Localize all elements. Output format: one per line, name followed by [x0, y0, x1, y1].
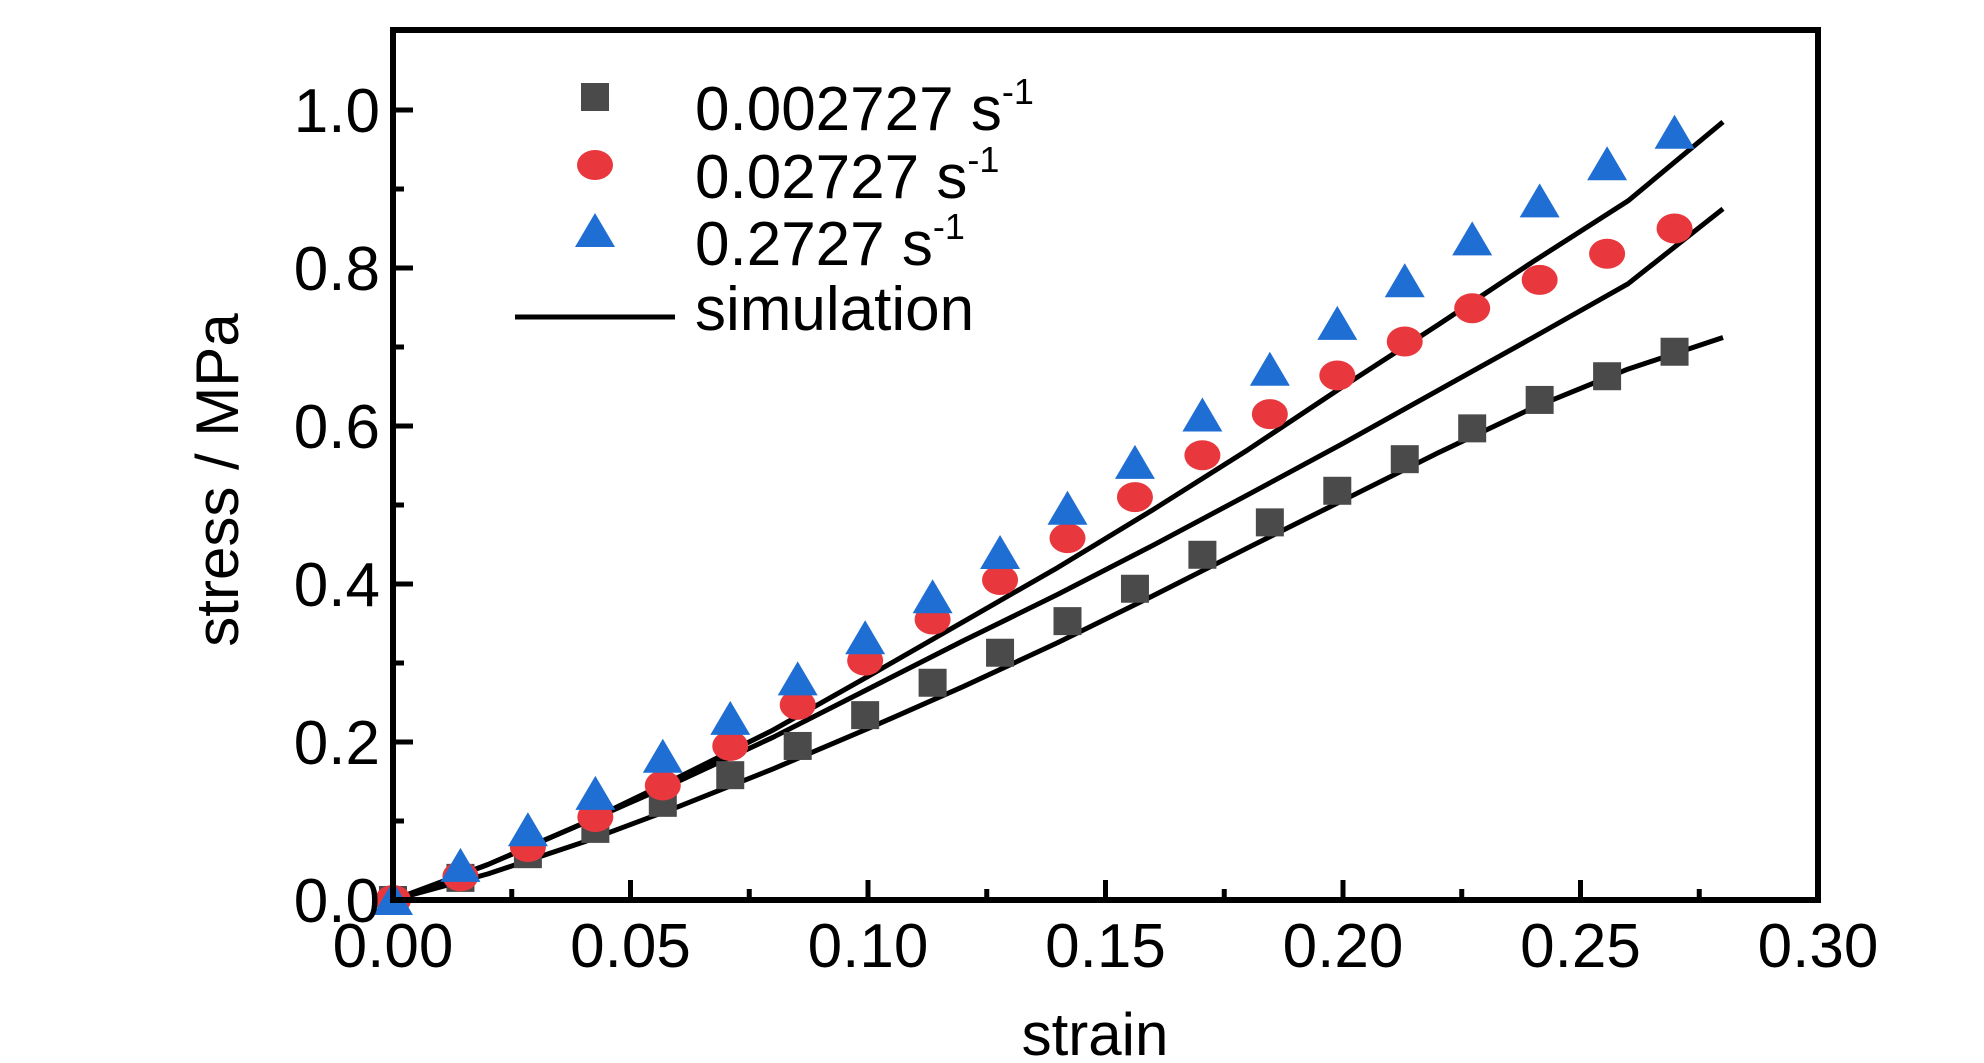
x-tick-label: 0.15: [1045, 912, 1166, 981]
data-point-square: [1053, 607, 1082, 636]
data-point-square: [1188, 540, 1217, 569]
data-point-circle: [779, 689, 816, 720]
y-tick-label: 1.0: [294, 77, 380, 146]
data-point-circle: [1184, 440, 1221, 471]
data-point-square: [1593, 362, 1622, 391]
data-point-triangle: [440, 847, 481, 882]
y-tick-label: 0.8: [294, 235, 380, 304]
data-point-triangle: [1452, 221, 1493, 256]
y-tick-label: 0.6: [294, 393, 380, 462]
data-point-circle: [712, 730, 749, 761]
y-axis-title: stress / MPa: [184, 313, 251, 647]
legend-label: 0.02727 s-1: [695, 139, 999, 212]
data-point-square: [1458, 414, 1487, 443]
data-point-triangle: [980, 534, 1021, 569]
y-tick-label: 0.2: [294, 709, 380, 778]
y-tick-label: 0.4: [294, 551, 380, 620]
data-point-square: [1255, 508, 1284, 537]
legend-label: simulation: [695, 275, 974, 344]
data-point-circle: [1386, 326, 1423, 357]
legend-label: 0.002727 s-1: [695, 71, 1034, 144]
data-point-triangle: [1654, 114, 1695, 149]
x-tick-label: 0.05: [570, 912, 691, 981]
data-point-triangle: [1384, 263, 1425, 298]
data-point-triangle: [1317, 305, 1358, 340]
data-point-square: [716, 761, 745, 790]
data-point-square: [986, 638, 1015, 667]
data-point-circle: [1521, 264, 1558, 295]
data-point-triangle: [1249, 351, 1290, 386]
legend-swatch-circle: [577, 150, 613, 180]
data-point-triangle: [777, 661, 818, 696]
legend: 0.002727 s-10.02727 s-10.2727 s-1simulat…: [515, 71, 1034, 344]
data-point-square: [1660, 337, 1689, 366]
data-point-circle: [644, 770, 681, 801]
data-point-circle: [1049, 523, 1086, 554]
data-markers: [373, 114, 1695, 915]
x-tick-label: 0.25: [1520, 912, 1641, 981]
x-axis-title: strain: [1022, 1001, 1169, 1063]
data-point-circle: [982, 565, 1019, 596]
y-tick-label: 0.0: [294, 867, 380, 936]
data-point-triangle: [507, 812, 548, 847]
data-point-square: [918, 668, 947, 697]
data-point-triangle: [1114, 444, 1155, 479]
data-point-square: [851, 701, 880, 730]
data-point-triangle: [1519, 183, 1560, 218]
data-point-square: [1390, 445, 1419, 474]
data-point-circle: [1656, 213, 1693, 244]
data-point-square: [1525, 385, 1554, 414]
x-tick-label: 0.30: [1758, 912, 1879, 981]
legend-label: 0.2727 s-1: [695, 206, 965, 279]
data-point-square: [783, 731, 812, 760]
data-point-triangle: [845, 620, 886, 655]
x-axis-ticks: 0.00 0.05 0.10 0.15 0.20 0.25 0.30: [333, 880, 1879, 981]
data-point-circle: [1319, 360, 1356, 391]
data-point-triangle: [1587, 146, 1628, 181]
data-point-circle: [1454, 293, 1491, 324]
data-point-triangle: [575, 775, 616, 810]
y-axis-ticks: 0.0 0.2 0.4 0.6 0.8 1.0: [294, 77, 413, 936]
simulation-curve: [392, 335, 1724, 903]
data-point-square: [1323, 476, 1352, 505]
data-point-triangle: [710, 700, 751, 735]
data-point-circle: [1251, 399, 1288, 430]
legend-swatch-triangle: [575, 213, 615, 247]
data-point-square: [1120, 574, 1149, 603]
x-tick-label: 0.00: [333, 912, 454, 981]
data-point-triangle: [1182, 397, 1223, 432]
data-point-triangle: [912, 579, 953, 614]
simulation-curve: [392, 119, 1725, 903]
data-point-circle: [1589, 238, 1626, 269]
x-tick-label: 0.20: [1283, 912, 1404, 981]
data-point-circle: [1116, 482, 1153, 513]
data-point-triangle: [1047, 490, 1088, 525]
x-tick-label: 0.10: [808, 912, 929, 981]
legend-swatch-square: [581, 83, 609, 111]
data-point-triangle: [642, 738, 683, 773]
